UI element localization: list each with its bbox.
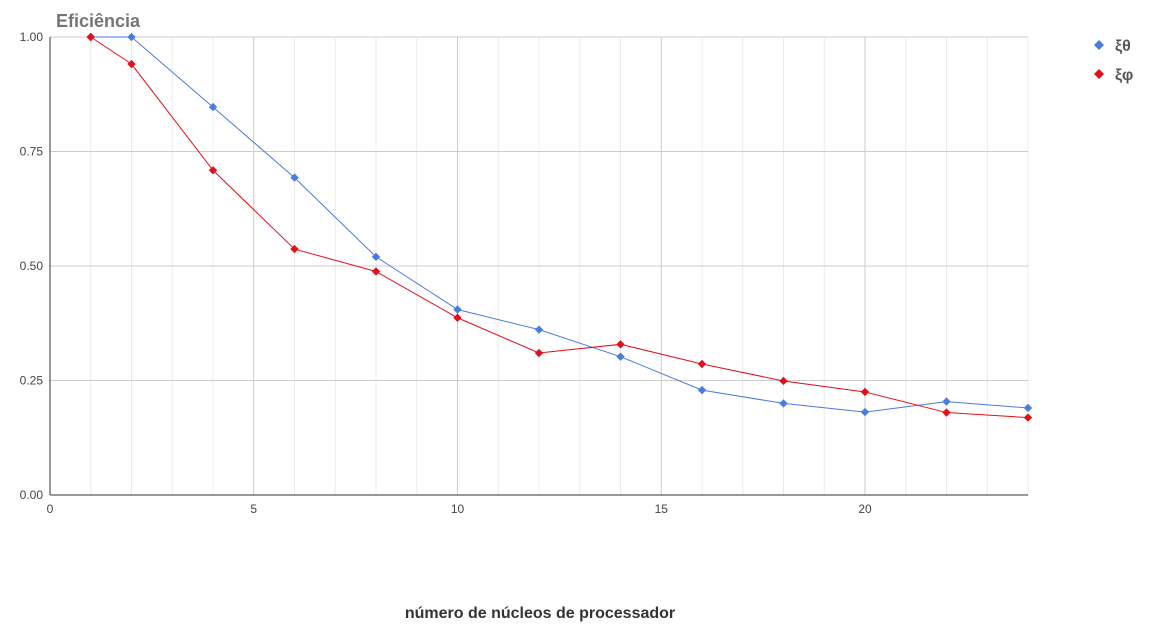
y-tick-label: 0.75 xyxy=(20,145,44,159)
series-line xyxy=(90,36,1029,413)
x-tick-label: 10 xyxy=(451,502,465,516)
data-point xyxy=(942,408,951,417)
data-point xyxy=(616,340,625,349)
chart-title: Eficiência xyxy=(56,11,141,31)
data-point xyxy=(779,399,788,408)
data-point xyxy=(453,313,462,322)
data-point xyxy=(534,348,544,358)
legend-marker xyxy=(1094,40,1104,50)
data-point xyxy=(86,32,95,42)
grid xyxy=(50,36,1029,495)
data-point xyxy=(208,166,218,175)
axes xyxy=(49,37,1028,496)
x-axis-label: número de núcleos de processador xyxy=(405,605,675,622)
data-point xyxy=(534,325,544,334)
data-point xyxy=(942,397,951,406)
legend: ξθ ξφ xyxy=(1094,38,1133,84)
y-tick-label: 0.25 xyxy=(20,374,44,388)
y-tick-label: 0.50 xyxy=(20,259,44,273)
data-point xyxy=(697,359,707,369)
data-point xyxy=(616,352,625,361)
data-point xyxy=(1023,403,1033,413)
x-tick-label: 20 xyxy=(858,502,872,516)
y-tick-label: 1.00 xyxy=(20,30,44,44)
y-tick-label: 0.00 xyxy=(20,488,44,502)
data-point xyxy=(697,385,707,395)
data-point xyxy=(208,102,218,112)
data-point xyxy=(290,244,299,254)
series-2 xyxy=(86,32,1033,422)
legend-marker xyxy=(1094,69,1104,79)
data-point xyxy=(371,267,381,276)
tick-labels: 0.00 0.25 0.50 0.75 1.00 0 5 10 15 20 xyxy=(20,30,872,516)
data-point xyxy=(371,252,381,262)
data-point xyxy=(779,376,788,386)
x-tick-label: 15 xyxy=(655,502,669,516)
x-tick-label: 0 xyxy=(47,502,54,516)
data-point xyxy=(860,387,870,397)
data-point xyxy=(860,407,870,417)
legend-label: ξφ xyxy=(1115,67,1133,84)
data-point xyxy=(290,173,299,182)
data-point xyxy=(127,59,136,69)
x-tick-label: 5 xyxy=(250,502,257,516)
legend-label: ξθ xyxy=(1115,38,1131,55)
series-1 xyxy=(86,32,1033,417)
series-line xyxy=(90,36,1029,419)
series-layer xyxy=(86,32,1033,422)
data-point xyxy=(453,305,462,314)
data-point xyxy=(1023,413,1033,422)
data-point xyxy=(127,32,136,42)
